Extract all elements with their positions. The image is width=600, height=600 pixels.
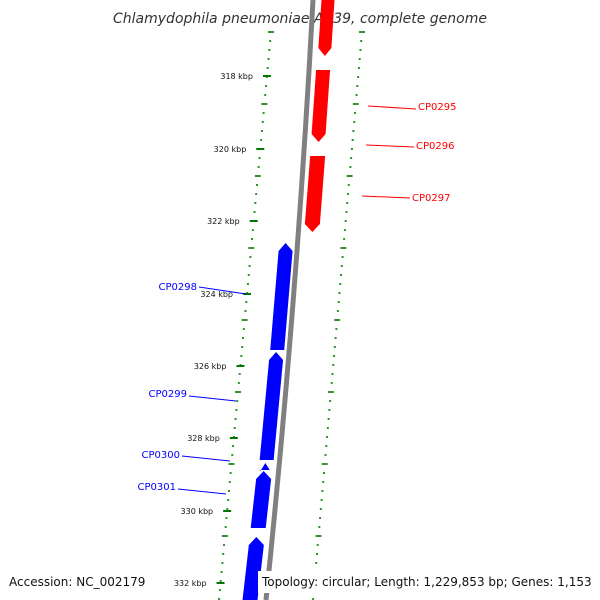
- genes: [242, 0, 335, 600]
- gene-leader-line: [177, 488, 227, 495]
- gene-leader-line: [365, 144, 415, 148]
- kbp-tick-label: 322 kbp: [207, 217, 240, 226]
- kbp-tick-label: 328 kbp: [187, 434, 220, 443]
- gene-leader-line: [367, 105, 417, 110]
- gene-arrow-cp0295: [311, 70, 331, 142]
- gene-arrow-cp0298: [270, 243, 293, 350]
- kbp-tick-label: 320 kbp: [214, 145, 247, 154]
- kbp-tick-label: 324 kbp: [200, 290, 233, 299]
- gene-label: CP0299: [149, 389, 187, 400]
- gene-leader-line: [188, 395, 237, 402]
- gc-ruler-right: [312, 31, 365, 600]
- gene-arrow-cp0301: [250, 471, 272, 528]
- gc-rulers: [218, 31, 365, 600]
- kbp-ticks: 318 kbp 320 kbp 322 kbp 324 kbp 326 kbp 328 k…: [174, 72, 271, 588]
- gene-arrow-cp0297: [304, 156, 326, 232]
- gene-labels: CP0295 CP0296 CP0297 CP0298 CP0299 CP0300 CP03…: [138, 102, 456, 495]
- genome-backbone: [263, 0, 316, 600]
- summary-background: [258, 571, 596, 593]
- kbp-tick-label: 332 kbp: [174, 579, 207, 588]
- gene-label: CP0300: [142, 450, 180, 461]
- map-title: Chlamydophila pneumoniae AR39, complete …: [113, 11, 487, 27]
- gene-arrow-cp0300: [259, 463, 271, 471]
- summary-label: Topology: circular; Length: 1,229,853 bp…: [261, 575, 592, 589]
- gene-label: CP0301: [138, 482, 176, 493]
- kbp-tick-label: 330 kbp: [181, 507, 214, 516]
- gene-leader-line: [361, 195, 411, 199]
- kbp-tick-label: 318 kbp: [220, 72, 253, 81]
- gene-label: CP0298: [159, 282, 197, 293]
- kbp-tick-label: 326 kbp: [194, 362, 227, 371]
- gene-arrow-cp0294: [318, 0, 335, 56]
- gene-label: CP0296: [416, 141, 454, 152]
- gene-label: CP0295: [418, 102, 456, 113]
- gene-arrow-cp0299: [259, 352, 284, 460]
- gene-leader-line: [198, 286, 247, 295]
- gene-leader-line: [181, 455, 231, 462]
- accession-label: Accession: NC_002179: [9, 575, 145, 589]
- gene-label: CP0297: [412, 193, 450, 204]
